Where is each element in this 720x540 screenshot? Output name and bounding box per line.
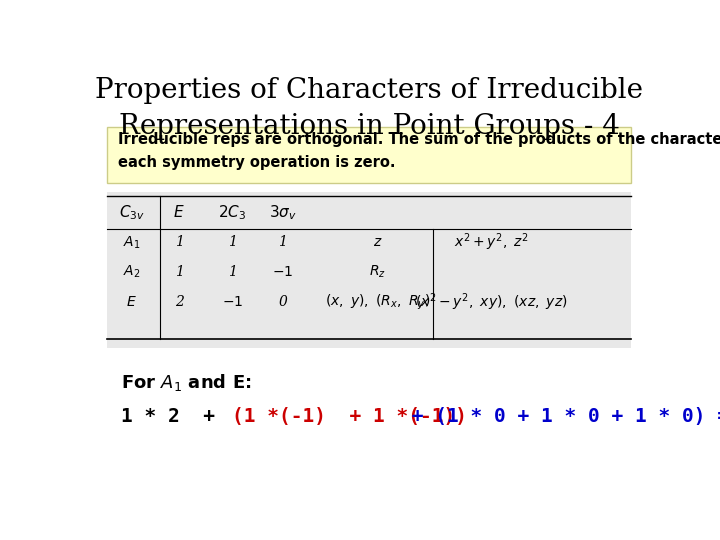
Text: For $A_1$ and E:: For $A_1$ and E: [121,373,251,393]
Text: 1: 1 [278,235,287,249]
Text: $E$: $E$ [127,295,138,309]
Text: $A_1$: $A_1$ [123,234,140,251]
Text: 1: 1 [228,235,237,249]
Text: $A_2$: $A_2$ [123,264,140,280]
Text: $E$: $E$ [174,205,185,220]
Text: 1: 1 [175,235,184,249]
FancyBboxPatch shape [107,192,631,348]
Text: 1 * 2  +: 1 * 2 + [121,407,238,426]
Text: 1: 1 [175,265,184,279]
Text: $2C_3$: $2C_3$ [218,203,246,222]
Text: 0: 0 [278,295,287,309]
Text: each symmetry operation is zero.: each symmetry operation is zero. [118,155,395,170]
Text: (1 *(-1)  + 1 *(-1)): (1 *(-1) + 1 *(-1)) [233,407,491,426]
Text: $-1$: $-1$ [272,265,293,279]
FancyBboxPatch shape [107,127,631,183]
Text: $(x^2-y^2,\ xy),\ (xz,\ yz)$: $(x^2-y^2,\ xy),\ (xz,\ yz)$ [415,292,568,313]
Text: + (1 * 0 + 1 * 0 + 1 * 0) =  0: + (1 * 0 + 1 * 0 + 1 * 0) = 0 [400,407,720,426]
Text: $z$: $z$ [372,235,382,249]
Text: $3\sigma_v$: $3\sigma_v$ [269,203,297,222]
Text: $x^2+y^2,\ z^2$: $x^2+y^2,\ z^2$ [454,232,529,253]
Text: Properties of Characters of Irreducible
Representations in Point Groups - 4: Properties of Characters of Irreducible … [95,77,643,140]
Text: $C_{3v}$: $C_{3v}$ [119,203,145,222]
Text: $R_z$: $R_z$ [369,264,386,280]
Text: $(x,\ y),\ (R_x,\ R_y)$: $(x,\ y),\ (R_x,\ R_y)$ [325,293,430,312]
Text: 1: 1 [228,265,237,279]
Text: $-1$: $-1$ [222,295,243,309]
Text: Irreducible reps are orthogonal. The sum of the products of the characters for: Irreducible reps are orthogonal. The sum… [118,132,720,147]
Text: 2: 2 [175,295,184,309]
